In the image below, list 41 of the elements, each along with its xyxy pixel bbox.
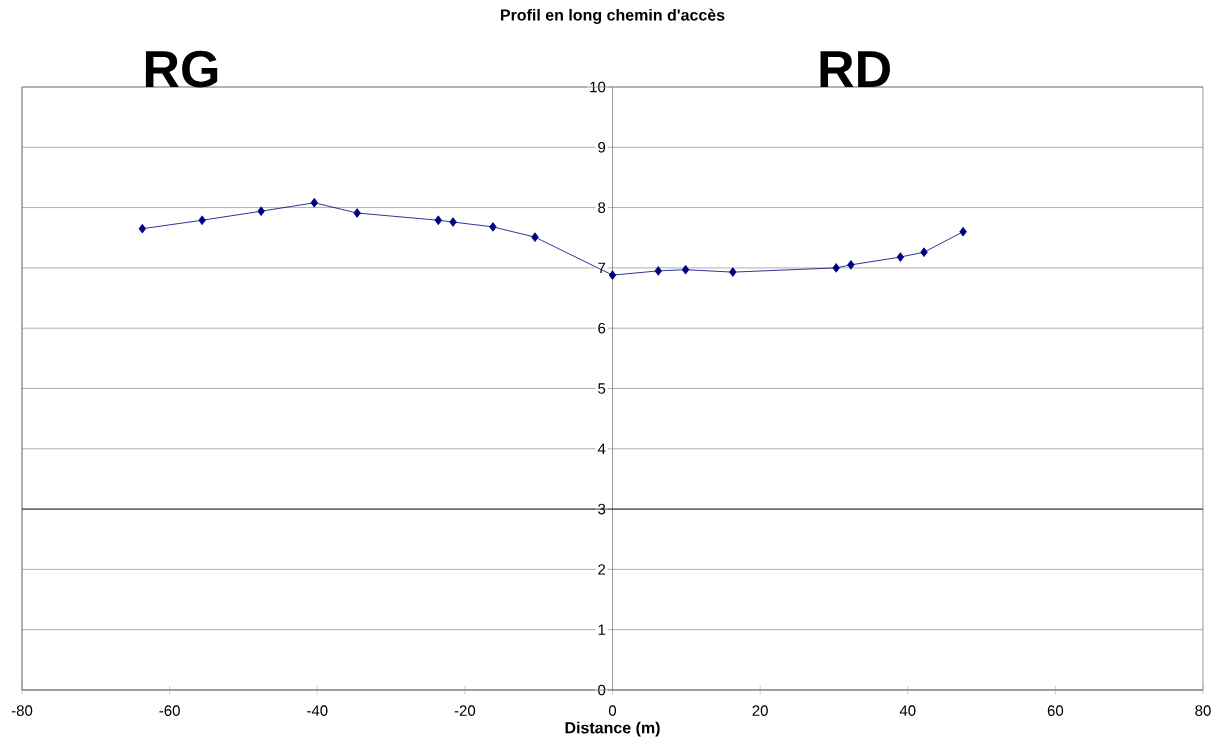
chart-title: Profil en long chemin d'accès [500, 8, 725, 24]
y-tick-label: 0 [598, 684, 606, 696]
point [920, 247, 928, 258]
point [310, 197, 318, 208]
point [896, 252, 905, 262]
x-tick-label: -20 [454, 705, 476, 716]
point [832, 263, 840, 273]
point [608, 270, 617, 280]
x-tick-label: 0 [608, 705, 617, 716]
point [729, 267, 737, 277]
x-tick-label: 20 [752, 705, 768, 716]
point [489, 222, 497, 232]
y-tick-label: 2 [598, 564, 606, 575]
point [531, 232, 539, 242]
point [449, 217, 457, 227]
point [847, 260, 855, 270]
x-tick-label: -80 [11, 705, 33, 716]
y-tick-label: 5 [598, 383, 606, 394]
point [434, 215, 443, 226]
point [198, 215, 206, 226]
x-tick-label: -60 [159, 705, 180, 716]
y-tick-label: 9 [598, 141, 606, 153]
y-tick-label: 3 [598, 503, 606, 515]
y-tick-label: 10 [590, 81, 606, 93]
y-tick-label: 4 [597, 443, 606, 454]
annotation: RG [145, 50, 218, 88]
x-tick-label: -40 [307, 705, 328, 716]
y-tick-label: 8 [598, 202, 606, 213]
y-tick-label: 1 [598, 624, 606, 635]
point [959, 226, 967, 237]
x-axis-title: Distance (m) [565, 721, 660, 737]
point [353, 208, 361, 218]
x-tick-label: 60 [1047, 705, 1064, 716]
x-tick-label: 40 [899, 705, 916, 716]
point [138, 223, 147, 234]
point [257, 206, 265, 216]
x-tick-label: 80 [1195, 705, 1211, 716]
y-tick-label: 6 [598, 322, 606, 334]
text: RD [820, 51, 890, 87]
point [681, 264, 690, 275]
point [654, 266, 662, 276]
